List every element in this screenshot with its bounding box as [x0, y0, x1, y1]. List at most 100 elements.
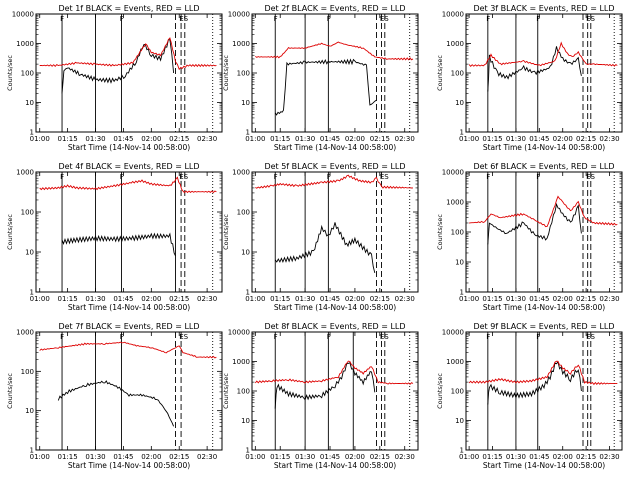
x-tick-label: 02:00 — [141, 453, 161, 461]
x-tick-label: 01:45 — [529, 135, 549, 143]
x-tick-label: 01:45 — [113, 295, 133, 303]
marker-letter: ES — [586, 173, 595, 181]
marker-letter: ES — [179, 173, 188, 181]
series-line-red — [255, 41, 414, 61]
chart-title: Det 9f BLACK = Events, RED = LLD — [473, 322, 614, 331]
x-tick-label: 02:30 — [599, 453, 619, 461]
x-tick-label: 01:15 — [482, 135, 502, 143]
marker-letter: F — [120, 333, 124, 341]
y-tick-label: 10000 — [442, 329, 464, 337]
y-axis-label: Counts/sec — [436, 373, 444, 409]
y-axis-label: Counts/sec — [222, 55, 230, 91]
x-tick-label: 02:30 — [395, 453, 415, 461]
x-tick-label: 01:00 — [459, 453, 479, 461]
y-tick-label: 1 — [30, 447, 34, 455]
y-axis-label: Counts/sec — [222, 373, 230, 409]
chart-title: Det 7f BLACK = Events, RED = LLD — [58, 322, 199, 331]
y-axis-label: Counts/sec — [436, 55, 444, 91]
x-tick-label: 02:15 — [169, 295, 189, 303]
series-line-black — [274, 58, 377, 116]
x-tick-label: 01:00 — [459, 295, 479, 303]
x-tick-label: 01:15 — [58, 295, 78, 303]
x-tick-label: 02:15 — [576, 135, 596, 143]
y-tick-label: 1000 — [232, 40, 250, 48]
x-tick-label: 02:15 — [576, 453, 596, 461]
x-tick-label: 01:00 — [245, 453, 265, 461]
x-tick-label: 02:00 — [553, 295, 573, 303]
y-tick-label: 100 — [451, 229, 464, 237]
y-axis-label: Counts/sec — [6, 55, 14, 91]
y-tick-label: 100 — [451, 70, 464, 78]
chart-panel-9: Det 9f BLACK = Events, RED = LLD 01:00 01:… — [436, 322, 623, 470]
y-tick-label: 100 — [451, 388, 464, 396]
plot-frame — [251, 171, 419, 293]
series-line-red — [468, 360, 618, 386]
x-tick-label: 02:00 — [345, 453, 365, 461]
y-tick-label: 1 — [460, 447, 464, 455]
marker-letter: F — [274, 15, 278, 23]
marker-letter: F — [536, 333, 540, 341]
y-tick-label: 10 — [25, 249, 34, 257]
x-tick-label: 01:45 — [529, 295, 549, 303]
x-tick-label: 01:45 — [320, 135, 340, 143]
x-axis-label: Start Time (14-Nov-14 00:58:00) — [274, 461, 396, 470]
x-tick-label: 01:30 — [506, 135, 526, 143]
series-line-black — [61, 39, 175, 94]
y-tick-label: 10 — [455, 99, 464, 107]
x-tick-label: 01:30 — [506, 295, 526, 303]
x-tick-label: 01:45 — [113, 453, 133, 461]
x-tick-label: 01:30 — [85, 295, 105, 303]
series-line-red — [39, 176, 217, 194]
chart-panel-8: Det 8f BLACK = Events, RED = LLD 01:00 01:… — [222, 322, 419, 470]
chart-title: Det 2f BLACK = Events, RED = LLD — [264, 4, 405, 13]
x-tick-label: 01:00 — [245, 295, 265, 303]
x-tick-label: 01:15 — [58, 135, 78, 143]
y-tick-label: 1 — [30, 289, 34, 297]
x-tick-label: 01:45 — [320, 295, 340, 303]
x-tick-label: 01:30 — [295, 135, 315, 143]
x-tick-label: 02:30 — [395, 135, 415, 143]
y-tick-label: 100 — [21, 70, 34, 78]
x-tick-label: 02:15 — [169, 135, 189, 143]
y-tick-label: 100 — [237, 209, 250, 217]
y-tick-label: 1000 — [232, 358, 250, 366]
x-axis-label: Start Time (14-Nov-14 00:58:00) — [483, 461, 605, 470]
y-tick-label: 1 — [460, 289, 464, 297]
y-tick-label: 1 — [460, 129, 464, 137]
x-axis-label: Start Time (14-Nov-14 00:58:00) — [483, 303, 605, 312]
marker-letter: F — [274, 333, 278, 341]
y-axis-label: Counts/sec — [436, 214, 444, 250]
y-tick-label: 10 — [241, 99, 250, 107]
plot-frame — [35, 171, 223, 293]
x-tick-label: 02:00 — [345, 135, 365, 143]
x-axis-label: Start Time (14-Nov-14 00:58:00) — [483, 143, 605, 152]
marker-letter: F — [120, 173, 124, 181]
chart-panel-2: Det 2f BLACK = Events, RED = LLD 01:00 01:… — [222, 4, 419, 152]
plot-frame — [465, 331, 623, 451]
x-tick-label: 01:45 — [320, 453, 340, 461]
x-tick-label: 01:30 — [295, 295, 315, 303]
marker-letter: F — [60, 333, 64, 341]
x-tick-label: 02:00 — [553, 135, 573, 143]
y-tick-label: 1 — [246, 129, 250, 137]
y-tick-label: 10 — [25, 407, 34, 415]
y-tick-label: 1 — [246, 289, 250, 297]
series-line-red — [39, 37, 217, 71]
y-tick-label: 10 — [455, 417, 464, 425]
chart-title: Det 4f BLACK = Events, RED = LLD — [58, 162, 199, 171]
series-line-black — [487, 46, 582, 92]
plot-frame — [35, 331, 223, 451]
x-tick-label: 01:00 — [459, 135, 479, 143]
x-axis-label: Start Time (14-Nov-14 00:58:00) — [68, 143, 190, 152]
series-line-black — [274, 362, 376, 409]
marker-letter: F — [486, 173, 490, 181]
series-line-black — [487, 360, 582, 405]
marker-letter: F — [327, 173, 331, 181]
x-tick-label: 01:45 — [529, 453, 549, 461]
y-axis-label: Counts/sec — [222, 214, 230, 250]
y-tick-label: 1000 — [16, 169, 34, 177]
y-tick-label: 1000 — [446, 199, 464, 207]
x-tick-label: 02:30 — [197, 295, 217, 303]
x-axis-label: Start Time (14-Nov-14 00:58:00) — [274, 143, 396, 152]
x-tick-label: 01:15 — [270, 295, 290, 303]
